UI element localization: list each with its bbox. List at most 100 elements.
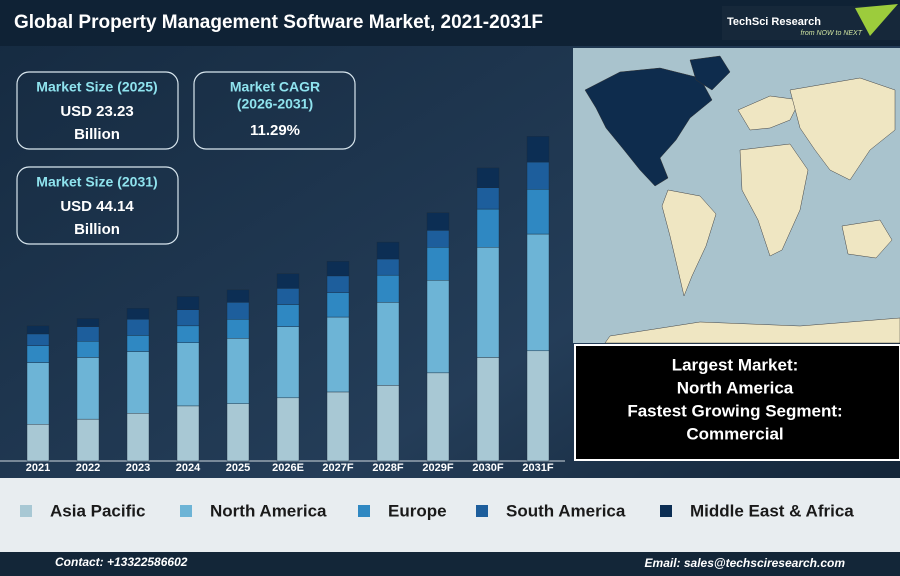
x-tick-label: 2021: [26, 462, 50, 474]
bar-segment: [376, 302, 400, 386]
bar-segment: [226, 338, 250, 404]
map-asia: [789, 77, 896, 181]
kpi-unit: Billion: [74, 221, 120, 238]
bar-segment: [326, 391, 350, 462]
logo-box: [722, 6, 900, 40]
bar-segment: [526, 161, 550, 190]
legend-swatch: [180, 505, 192, 517]
legend-label: Asia Pacific: [50, 501, 145, 520]
map-greenland: [689, 55, 731, 91]
x-tick-label: 2028F: [372, 462, 403, 474]
bar-segment: [276, 326, 300, 399]
bar-segment: [276, 397, 300, 462]
kpi-box: [16, 166, 179, 245]
bar-segment: [226, 403, 250, 462]
bar-segment: [176, 296, 200, 310]
bar-segment: [26, 424, 50, 462]
x-tick-label: 2024: [176, 462, 201, 474]
highlight-text: Commercial: [686, 424, 783, 443]
bar-segment: [76, 341, 100, 358]
bar-segment: [176, 342, 200, 407]
legend-label: North America: [210, 501, 327, 520]
kpi-box: [16, 71, 179, 150]
legend-swatch: [476, 505, 488, 517]
bar-segment: [426, 280, 450, 374]
bar-segment: [276, 288, 300, 305]
kpi-value: USD 44.14: [60, 198, 134, 215]
footer-contact: Contact: +13322586602: [55, 555, 188, 569]
x-tick-label: 2031F: [522, 462, 553, 474]
kpi-label: Market Size (2031): [36, 174, 157, 190]
bar-segment: [76, 357, 100, 420]
bar-segment: [526, 189, 550, 235]
bar-segment: [276, 304, 300, 327]
map-australia: [841, 219, 893, 259]
bar-segment: [526, 350, 550, 462]
x-tick-label: 2030F: [472, 462, 503, 474]
x-tick-label: 2029F: [422, 462, 453, 474]
highlight-text: Largest Market:: [672, 355, 799, 374]
bar-segment: [26, 333, 50, 346]
highlight-text: North America: [677, 378, 794, 397]
bar-segment: [376, 258, 400, 276]
map-europe: [737, 95, 801, 131]
legend-swatch: [20, 505, 32, 517]
x-tick-label: 2025: [226, 462, 250, 474]
bar-segment: [76, 318, 100, 327]
legend-swatch: [358, 505, 370, 517]
footer-bar: [0, 552, 900, 576]
bar-segment: [376, 385, 400, 462]
bar-segment: [126, 351, 150, 414]
logo-mark: [855, 4, 898, 36]
title: Global Property Management Software Mark…: [14, 12, 543, 33]
bar-segment: [176, 309, 200, 327]
kpi-unit: Billion: [74, 126, 120, 143]
bar-segment: [276, 273, 300, 289]
bar-segment: [226, 302, 250, 320]
bar-segment: [26, 362, 50, 425]
legend-label: Middle East & Africa: [690, 501, 854, 520]
bar-segment: [326, 261, 350, 277]
bar-segment: [426, 247, 450, 281]
logo: TechSci Research: [727, 16, 821, 28]
bar-segment: [526, 233, 550, 352]
map-africa: [739, 143, 809, 257]
bar-segment: [326, 275, 350, 293]
bar-segment: [126, 413, 150, 462]
map-antarctica: [604, 317, 900, 344]
bar-segment: [26, 325, 50, 335]
map-south-america: [661, 189, 717, 297]
highlight-text: Fastest Growing Segment:: [627, 401, 842, 420]
legend-background: [0, 478, 900, 552]
bar-segment: [76, 326, 100, 342]
kpi-label: Market CAGR: [230, 79, 320, 95]
bar-segment: [426, 230, 450, 248]
logo-tagline: from NOW to NEXT: [801, 30, 863, 37]
bar-segment: [476, 247, 500, 358]
bar-segment: [476, 208, 500, 248]
kpi-value: 11.29%: [250, 122, 300, 139]
bar-segment: [476, 357, 500, 462]
bar-segment: [426, 212, 450, 231]
highlight-box: [574, 344, 900, 461]
bar-segment: [226, 289, 250, 303]
bar-segment: [26, 345, 50, 363]
legend-label: South America: [506, 501, 626, 520]
bar-segment: [76, 418, 100, 462]
legend-swatch: [660, 505, 672, 517]
map-north-america: [584, 67, 713, 187]
bar-segment: [176, 325, 200, 343]
kpi-label: Market Size (2025): [36, 79, 157, 95]
bar-segment: [376, 241, 400, 260]
bar-segment: [476, 187, 500, 210]
bar-segment: [326, 316, 350, 393]
bar-segment: [326, 292, 350, 318]
x-tick-label: 2023: [126, 462, 150, 474]
bar-segment: [176, 405, 200, 462]
bar-segment: [376, 274, 400, 303]
bar-segment: [126, 335, 150, 352]
bar-segment: [226, 319, 250, 339]
bar-segment: [476, 167, 500, 188]
